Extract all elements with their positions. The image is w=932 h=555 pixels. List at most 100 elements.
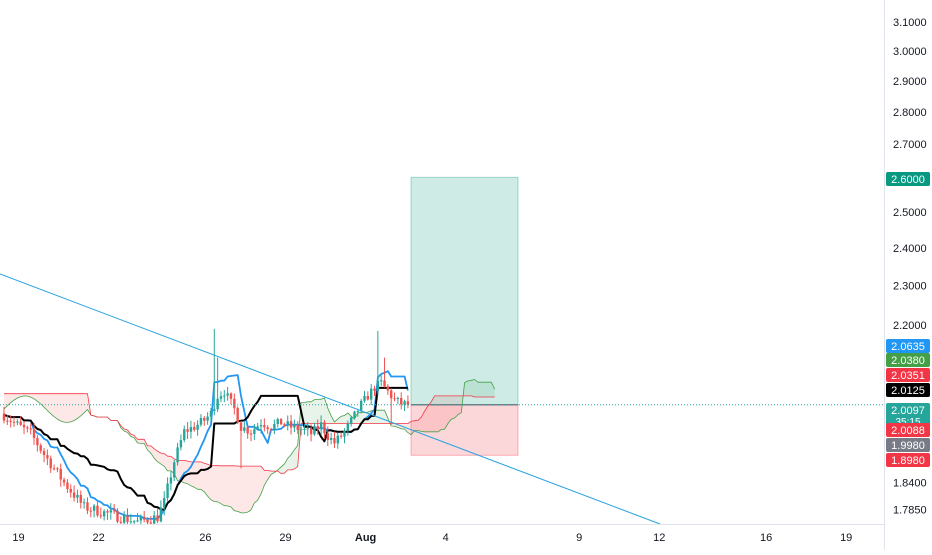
price-badge-label: 2.0088 — [891, 425, 925, 437]
price-badge: 2.0380 — [886, 353, 930, 367]
cloud-bull-segment — [324, 398, 327, 424]
candle — [156, 508, 158, 523]
long-position-tool[interactable] — [411, 177, 518, 455]
candle — [63, 477, 65, 486]
cloud-bull-segment — [311, 400, 314, 424]
candle — [190, 421, 192, 439]
price-tick-label: 2.3000 — [893, 281, 927, 293]
time-tick-label: 9 — [576, 532, 582, 544]
candle — [206, 412, 208, 425]
cloud-bear-segment — [194, 462, 197, 489]
candle — [110, 503, 112, 520]
candle — [290, 415, 292, 435]
candle — [203, 416, 205, 426]
candle — [16, 419, 18, 425]
candle — [193, 422, 195, 432]
candle — [403, 400, 405, 411]
cloud-bear-segment — [241, 466, 244, 513]
candle — [166, 477, 168, 501]
loss-zone[interactable] — [411, 405, 518, 456]
candle — [277, 418, 279, 428]
candle — [50, 456, 52, 473]
candle — [267, 425, 269, 434]
candle — [387, 384, 389, 395]
candle — [13, 417, 15, 427]
candle — [36, 435, 38, 452]
cloud-bull-segment — [328, 408, 331, 423]
price-badge: 2.0351 — [886, 368, 930, 382]
cloud-bear-segment — [231, 466, 234, 511]
candle — [400, 392, 402, 409]
candle — [226, 387, 228, 401]
candle — [180, 434, 182, 450]
candle — [380, 375, 382, 386]
candle — [26, 426, 28, 433]
candle — [170, 472, 172, 491]
cloud-bear-segment — [254, 466, 257, 503]
price-badge-label: 1.9980 — [891, 440, 925, 452]
cloud-bear-segment — [211, 466, 214, 502]
candle — [66, 479, 68, 493]
cloud-bear-segment — [64, 394, 67, 423]
candle — [143, 511, 145, 522]
price-tick-label: 2.2000 — [893, 320, 927, 332]
candle — [367, 391, 369, 400]
cloud-bear-segment — [201, 462, 204, 492]
candle — [370, 384, 372, 405]
price-badge: 2.0635 — [886, 339, 930, 353]
price-badge-label: 2.0125 — [891, 385, 925, 397]
candle — [80, 491, 82, 509]
candle — [96, 502, 98, 517]
cloud-bull-segment — [341, 416, 344, 424]
price-badge-label: 2.0380 — [891, 355, 925, 367]
candle — [123, 511, 125, 528]
time-tick-label: 19 — [840, 532, 852, 544]
cloud-bear-segment — [57, 394, 60, 421]
candle — [240, 421, 242, 468]
profit-zone[interactable] — [411, 177, 518, 404]
cloud-bear-segment — [214, 466, 217, 502]
price-badge-label: 2.0635 — [891, 341, 925, 353]
candles — [3, 329, 409, 530]
price-badge: 1.8980 — [886, 453, 930, 467]
candle — [287, 415, 289, 430]
candle — [70, 484, 72, 497]
cloud-bear-segment — [198, 462, 201, 489]
cloud-bull-segment — [381, 410, 384, 423]
price-tick-label: 1.7850 — [893, 505, 927, 517]
price-badge-label: 1.8980 — [891, 455, 925, 467]
candle — [83, 499, 85, 509]
price-tick-label: 1.8400 — [893, 478, 927, 490]
time-tick-label: 19 — [12, 532, 24, 544]
candle — [153, 511, 155, 525]
candle — [390, 388, 392, 424]
cloud-bear-segment — [218, 466, 221, 504]
price-badge-label: 2.0097 — [891, 405, 925, 417]
time-tick-label: Aug — [355, 532, 376, 544]
price-badge: 1.9980 — [886, 438, 930, 452]
candle — [93, 504, 95, 517]
time-tick-label: 16 — [760, 532, 772, 544]
candle — [216, 358, 218, 412]
cloud-bear-segment — [244, 466, 247, 513]
candle — [220, 391, 222, 402]
trendline[interactable] — [0, 274, 660, 524]
plot-area[interactable] — [0, 177, 884, 529]
candle — [23, 421, 25, 434]
candle — [183, 426, 185, 443]
time-tick-label: 22 — [92, 532, 104, 544]
candle — [173, 460, 175, 481]
cloud-bear-segment — [67, 394, 70, 423]
candle — [196, 420, 198, 435]
candle — [86, 497, 88, 514]
candle — [337, 433, 339, 449]
price-tick-label: 3.1000 — [893, 17, 927, 29]
candle — [407, 395, 409, 408]
candle — [3, 407, 5, 423]
candle — [90, 507, 92, 517]
candle — [53, 465, 55, 471]
cloud-bull-segment — [318, 399, 321, 423]
